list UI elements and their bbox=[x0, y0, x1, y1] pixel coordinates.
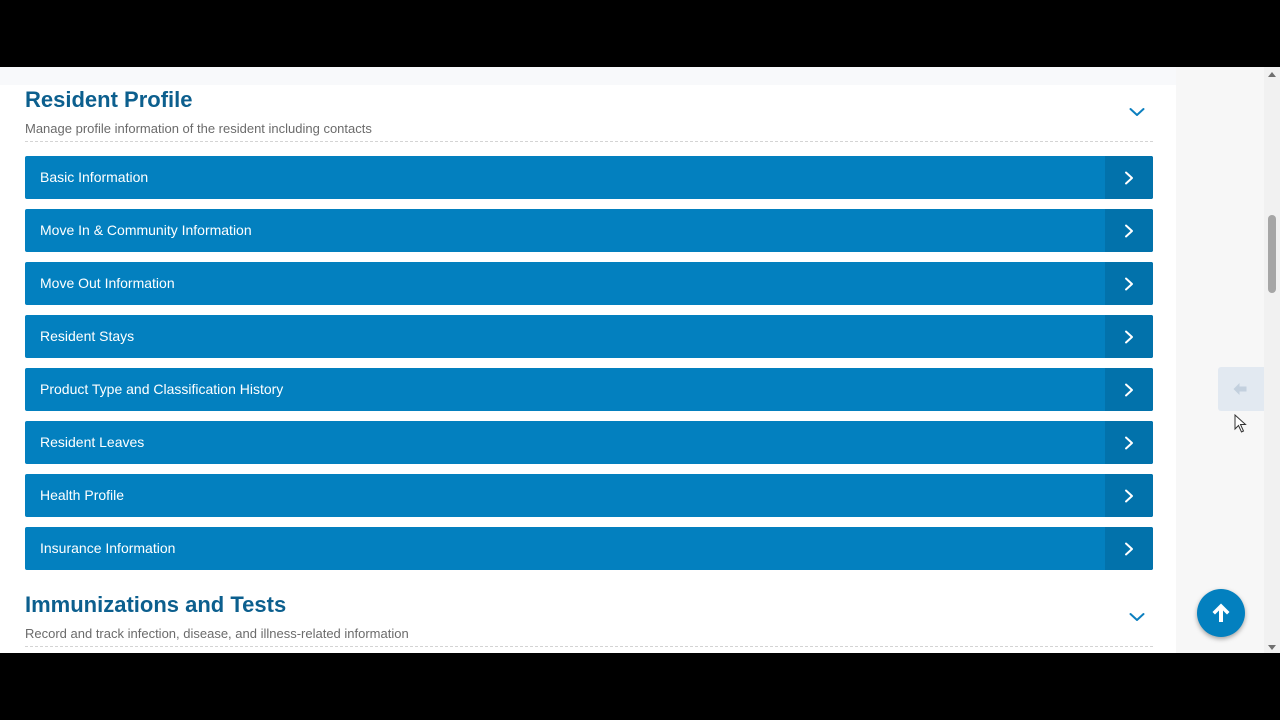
nav-item-arrow[interactable] bbox=[1105, 315, 1153, 358]
chevron-right-icon bbox=[1125, 542, 1133, 556]
nav-item-health-profile[interactable]: Health Profile bbox=[25, 474, 1153, 517]
nav-item-arrow[interactable] bbox=[1105, 421, 1153, 464]
scrollbar-thumb[interactable] bbox=[1268, 215, 1276, 293]
nav-item-arrow[interactable] bbox=[1105, 156, 1153, 199]
nav-item-arrow[interactable] bbox=[1105, 527, 1153, 570]
scroll-up-arrow-icon[interactable] bbox=[1268, 72, 1276, 77]
section-title: Immunizations and Tests bbox=[25, 592, 287, 617]
chevron-right-icon bbox=[1125, 489, 1133, 503]
nav-item-label: Resident Stays bbox=[40, 328, 135, 344]
nav-item-arrow[interactable] bbox=[1105, 262, 1153, 305]
nav-item-move-in-community-information[interactable]: Move In & Community Information bbox=[25, 209, 1153, 252]
nav-item-label: Insurance Information bbox=[40, 540, 176, 556]
nav-item-resident-leaves[interactable]: Resident Leaves bbox=[25, 421, 1153, 464]
nav-item-move-out-information[interactable]: Move Out Information bbox=[25, 262, 1153, 305]
nav-item-arrow[interactable] bbox=[1105, 368, 1153, 411]
nav-item-label: Health Profile bbox=[40, 487, 125, 503]
chevron-right-icon bbox=[1125, 224, 1133, 238]
chevron-down-icon[interactable] bbox=[1129, 612, 1145, 622]
section-title: Resident Profile bbox=[25, 87, 193, 112]
arrow-up-icon bbox=[1212, 603, 1230, 622]
chevron-down-icon[interactable] bbox=[1129, 107, 1145, 117]
vertical-scrollbar[interactable] bbox=[1264, 67, 1280, 653]
nav-item-label: Move Out Information bbox=[40, 275, 175, 291]
chevron-right-icon bbox=[1125, 277, 1133, 291]
nav-item-arrow[interactable] bbox=[1105, 209, 1153, 252]
section-subtitle: Record and track infection, disease, and… bbox=[25, 626, 409, 641]
nav-item-insurance-information[interactable]: Insurance Information bbox=[25, 527, 1153, 570]
nav-item-product-type-classification-history[interactable]: Product Type and Classification History bbox=[25, 368, 1153, 411]
page-viewport: Resident Profile Manage profile informat… bbox=[0, 67, 1280, 653]
section-header-immunizations-tests[interactable]: Immunizations and Tests Record and track… bbox=[25, 592, 1153, 647]
chevron-right-icon bbox=[1125, 436, 1133, 450]
content-top-strip bbox=[0, 67, 1176, 85]
chevron-right-icon bbox=[1125, 383, 1133, 397]
section-header-resident-profile[interactable]: Resident Profile Manage profile informat… bbox=[25, 87, 1153, 142]
back-to-top-button[interactable] bbox=[1197, 589, 1245, 637]
mouse-cursor-icon bbox=[1234, 414, 1247, 433]
nav-item-label: Basic Information bbox=[40, 169, 149, 185]
side-panel-toggle-button[interactable] bbox=[1218, 367, 1264, 411]
chevron-right-icon bbox=[1125, 171, 1133, 185]
nav-item-arrow[interactable] bbox=[1105, 474, 1153, 517]
main-content: Resident Profile Manage profile informat… bbox=[0, 67, 1176, 653]
arrow-left-icon bbox=[1233, 383, 1247, 395]
section-subtitle: Manage profile information of the reside… bbox=[25, 121, 372, 136]
resident-profile-nav-list: Basic Information Move In & Community In… bbox=[25, 156, 1153, 580]
scroll-down-arrow-icon[interactable] bbox=[1268, 645, 1276, 650]
chevron-right-icon bbox=[1125, 330, 1133, 344]
nav-item-resident-stays[interactable]: Resident Stays bbox=[25, 315, 1153, 358]
nav-item-label: Move In & Community Information bbox=[40, 222, 252, 238]
nav-item-basic-information[interactable]: Basic Information bbox=[25, 156, 1153, 199]
nav-item-label: Resident Leaves bbox=[40, 434, 145, 450]
nav-item-label: Product Type and Classification History bbox=[40, 381, 284, 397]
